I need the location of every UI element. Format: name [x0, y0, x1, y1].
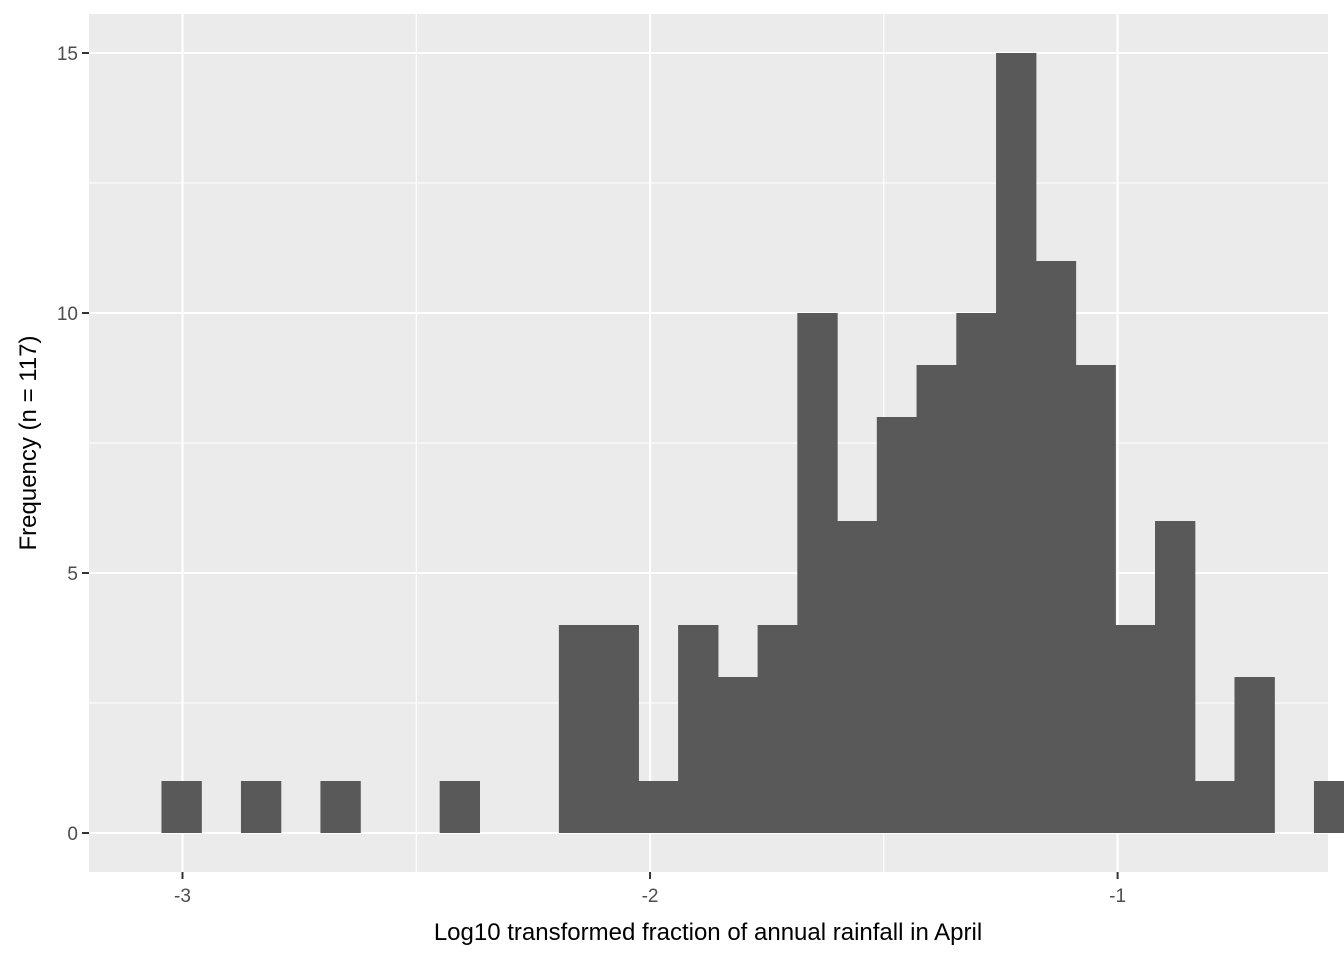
x-tick-label: -2	[642, 886, 659, 907]
histogram-bar	[638, 781, 679, 833]
y-axis-title: Frequency (n = 117)	[15, 335, 42, 550]
y-tick-label: 10	[57, 304, 78, 325]
histogram-bar	[558, 625, 600, 833]
y-tick-label: 5	[67, 564, 78, 585]
histogram-bar	[717, 677, 759, 833]
x-tick-label: -1	[1109, 886, 1126, 907]
histogram-bar	[1035, 261, 1077, 833]
histogram-bar	[598, 625, 639, 833]
histogram-bars	[161, 53, 1344, 833]
histogram-bar	[876, 417, 918, 833]
histogram-bar	[757, 625, 798, 833]
histogram-bar	[1234, 677, 1275, 833]
histogram-bar	[996, 53, 1037, 833]
histogram-bar	[240, 781, 282, 833]
y-tick-label: 15	[57, 44, 78, 65]
y-axis: 0 5 10 15	[57, 44, 89, 845]
histogram-bar	[1115, 625, 1156, 833]
x-axis-title: Log10 transformed fraction of annual rai…	[434, 919, 982, 946]
histogram-bar	[1194, 781, 1236, 833]
histogram-bar	[439, 781, 481, 833]
x-tick-label: -3	[174, 886, 191, 907]
histogram-bar	[320, 781, 361, 833]
histogram-bar	[837, 521, 878, 833]
y-tick-label: 0	[67, 824, 78, 845]
histogram-bar	[1155, 521, 1196, 833]
x-axis: -3 -2 -1	[174, 872, 1126, 907]
histogram-bar	[916, 365, 957, 833]
histogram-bar	[1075, 365, 1116, 833]
histogram-bar	[678, 625, 719, 833]
histogram-bar	[956, 313, 997, 833]
histogram-bar	[797, 313, 838, 833]
histogram-bar	[161, 781, 202, 833]
histogram-bar	[1313, 781, 1344, 833]
